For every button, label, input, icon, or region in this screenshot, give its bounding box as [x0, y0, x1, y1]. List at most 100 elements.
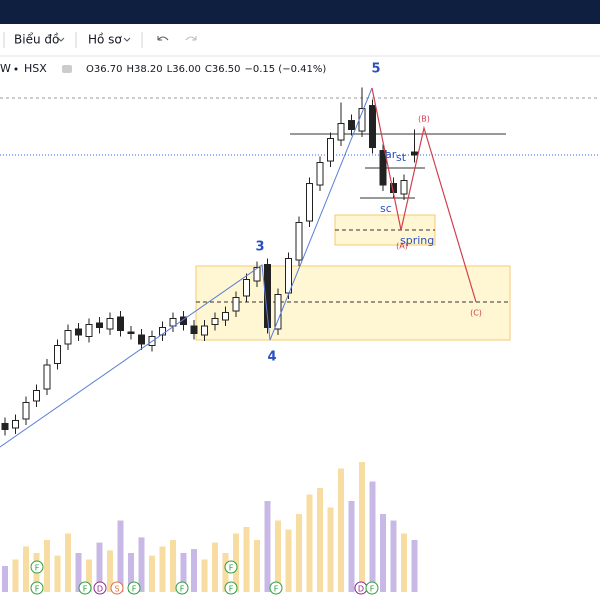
- volume-bar: [296, 514, 302, 592]
- ohlc-value: L36.00: [167, 64, 201, 75]
- candle-body: [85, 323, 93, 337]
- candle-body: [316, 162, 324, 186]
- volume-bar: [264, 501, 271, 592]
- volume-bar: [23, 546, 29, 592]
- event-label: F: [274, 585, 279, 594]
- volume-bar: [359, 462, 365, 592]
- candle-body: [253, 267, 261, 282]
- event-label: F: [229, 564, 234, 573]
- volume-bar: [275, 520, 281, 592]
- chart-menu[interactable]: Biểu đồ: [14, 33, 59, 47]
- candle-body: [138, 334, 145, 345]
- candle-body: [337, 123, 345, 141]
- volume-bar: [2, 566, 8, 592]
- volume-bar: [191, 549, 197, 592]
- top-bar: [0, 0, 600, 24]
- toolbar: [0, 24, 600, 56]
- wyckoff-label: sc: [380, 202, 392, 215]
- event-marker: [269, 581, 283, 595]
- candle-body: [201, 325, 208, 336]
- candle-body: [264, 264, 271, 328]
- event-marker: [30, 560, 44, 574]
- redo-button[interactable]: [185, 36, 197, 41]
- event-label: F: [35, 564, 40, 573]
- volume-bar: [44, 540, 50, 592]
- event-marker: [78, 581, 92, 595]
- volume-bar: [348, 501, 355, 592]
- candle-body: [295, 222, 303, 261]
- volume-bar: [369, 481, 376, 592]
- ohlc-legend: O36.70 H38.20 L36.00 C36.50 −0.15 (−0.41%): [86, 64, 326, 75]
- candle-body: [327, 138, 334, 162]
- volume-bar: [75, 553, 82, 592]
- dot: [14, 67, 18, 71]
- ohlc-value: C36.50: [205, 64, 241, 75]
- volume-bar: [86, 559, 92, 592]
- candle-body: [180, 316, 187, 325]
- ohlc-value: H38.20: [127, 64, 163, 75]
- event-label: F: [180, 585, 185, 594]
- wyckoff-label: ar: [385, 148, 397, 161]
- event-label: F: [83, 585, 88, 594]
- volume-bar: [107, 550, 113, 592]
- candle-body: [64, 329, 72, 345]
- candle-body: [96, 322, 103, 328]
- volume-bar: [201, 559, 208, 592]
- volume-bar: [254, 540, 260, 592]
- volume-bar: [96, 542, 103, 592]
- event-marker: [224, 581, 238, 595]
- candle-body: [106, 317, 114, 330]
- candle-body: [33, 389, 40, 402]
- wyckoff-label: st: [396, 151, 407, 164]
- volume-bar: [170, 540, 176, 592]
- abc-wave: [371, 87, 477, 303]
- event-marker: [175, 581, 189, 595]
- candle-body: [12, 419, 19, 429]
- volume-bar: [54, 555, 61, 592]
- change: −0.15 (−0.41%): [244, 64, 326, 75]
- event-marker: [30, 581, 44, 595]
- wave-label: 5: [371, 62, 380, 77]
- volume-bar: [401, 533, 407, 592]
- wave-label: (C): [470, 309, 482, 318]
- eye-icon[interactable]: [62, 65, 72, 73]
- volume-bar: [12, 559, 19, 592]
- wave-label: (A): [396, 242, 408, 251]
- volume-bar: [222, 553, 229, 592]
- candle-body: [232, 297, 240, 312]
- wave-label: 3: [255, 240, 264, 255]
- chevron: [123, 37, 131, 42]
- events: F FF F D S F F F F D F: [30, 560, 379, 595]
- event-label: D: [358, 585, 364, 594]
- event-label: F: [132, 585, 137, 594]
- event-label: S: [114, 585, 119, 594]
- wave-label: (B): [418, 115, 430, 124]
- volume-bar: [327, 507, 334, 592]
- candle-body: [159, 326, 166, 336]
- candle-body: [379, 150, 387, 186]
- volume-bar: [380, 514, 386, 592]
- candle-body: [127, 331, 135, 334]
- event-marker: [127, 581, 141, 595]
- event-marker: [224, 560, 238, 574]
- candle-body: [190, 325, 198, 334]
- profile-menu[interactable]: Hồ sơ: [88, 33, 122, 47]
- volume-bar: [390, 520, 397, 592]
- candle-body: [1, 422, 9, 430]
- candle-body: [400, 180, 408, 195]
- candle-body: [369, 105, 376, 149]
- undo-button[interactable]: [157, 36, 169, 41]
- candle-body: [274, 294, 282, 330]
- volume-bar: [149, 555, 155, 592]
- candle-body: [243, 279, 250, 297]
- event-label: D: [97, 585, 103, 594]
- candle-body: [348, 120, 355, 131]
- volume-bar: [243, 527, 250, 592]
- candle-body: [169, 317, 177, 327]
- event-label: F: [370, 585, 375, 594]
- candles: [1, 87, 418, 592]
- candle-body: [54, 344, 61, 364]
- volume-bar: [212, 542, 218, 592]
- event-marker: [110, 581, 124, 595]
